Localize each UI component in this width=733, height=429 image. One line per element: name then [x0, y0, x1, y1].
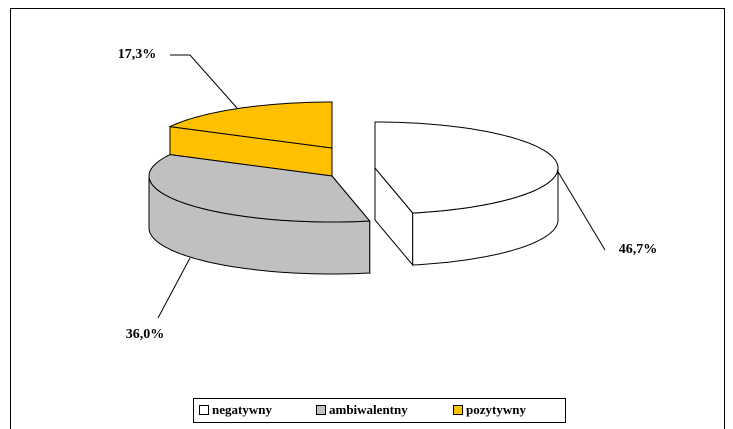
- data-label: 36,0%: [126, 327, 165, 342]
- legend-swatch: [453, 405, 463, 415]
- legend-label: ambiwalentny: [329, 402, 408, 417]
- leader-line: [157, 257, 191, 319]
- legend-label: pozytywny: [466, 402, 526, 417]
- legend-label: negatywny: [212, 402, 272, 417]
- data-label: 17,3%: [118, 47, 157, 62]
- slice-top: [148, 154, 371, 223]
- data-label: 46,7%: [619, 242, 658, 257]
- legend-box: [193, 398, 566, 423]
- slice-top: [374, 121, 559, 214]
- legend-swatch: [199, 405, 209, 415]
- leader-line: [170, 54, 238, 109]
- leader-line: [556, 169, 606, 251]
- legend-swatch: [316, 405, 326, 415]
- slice-top: [168, 101, 333, 149]
